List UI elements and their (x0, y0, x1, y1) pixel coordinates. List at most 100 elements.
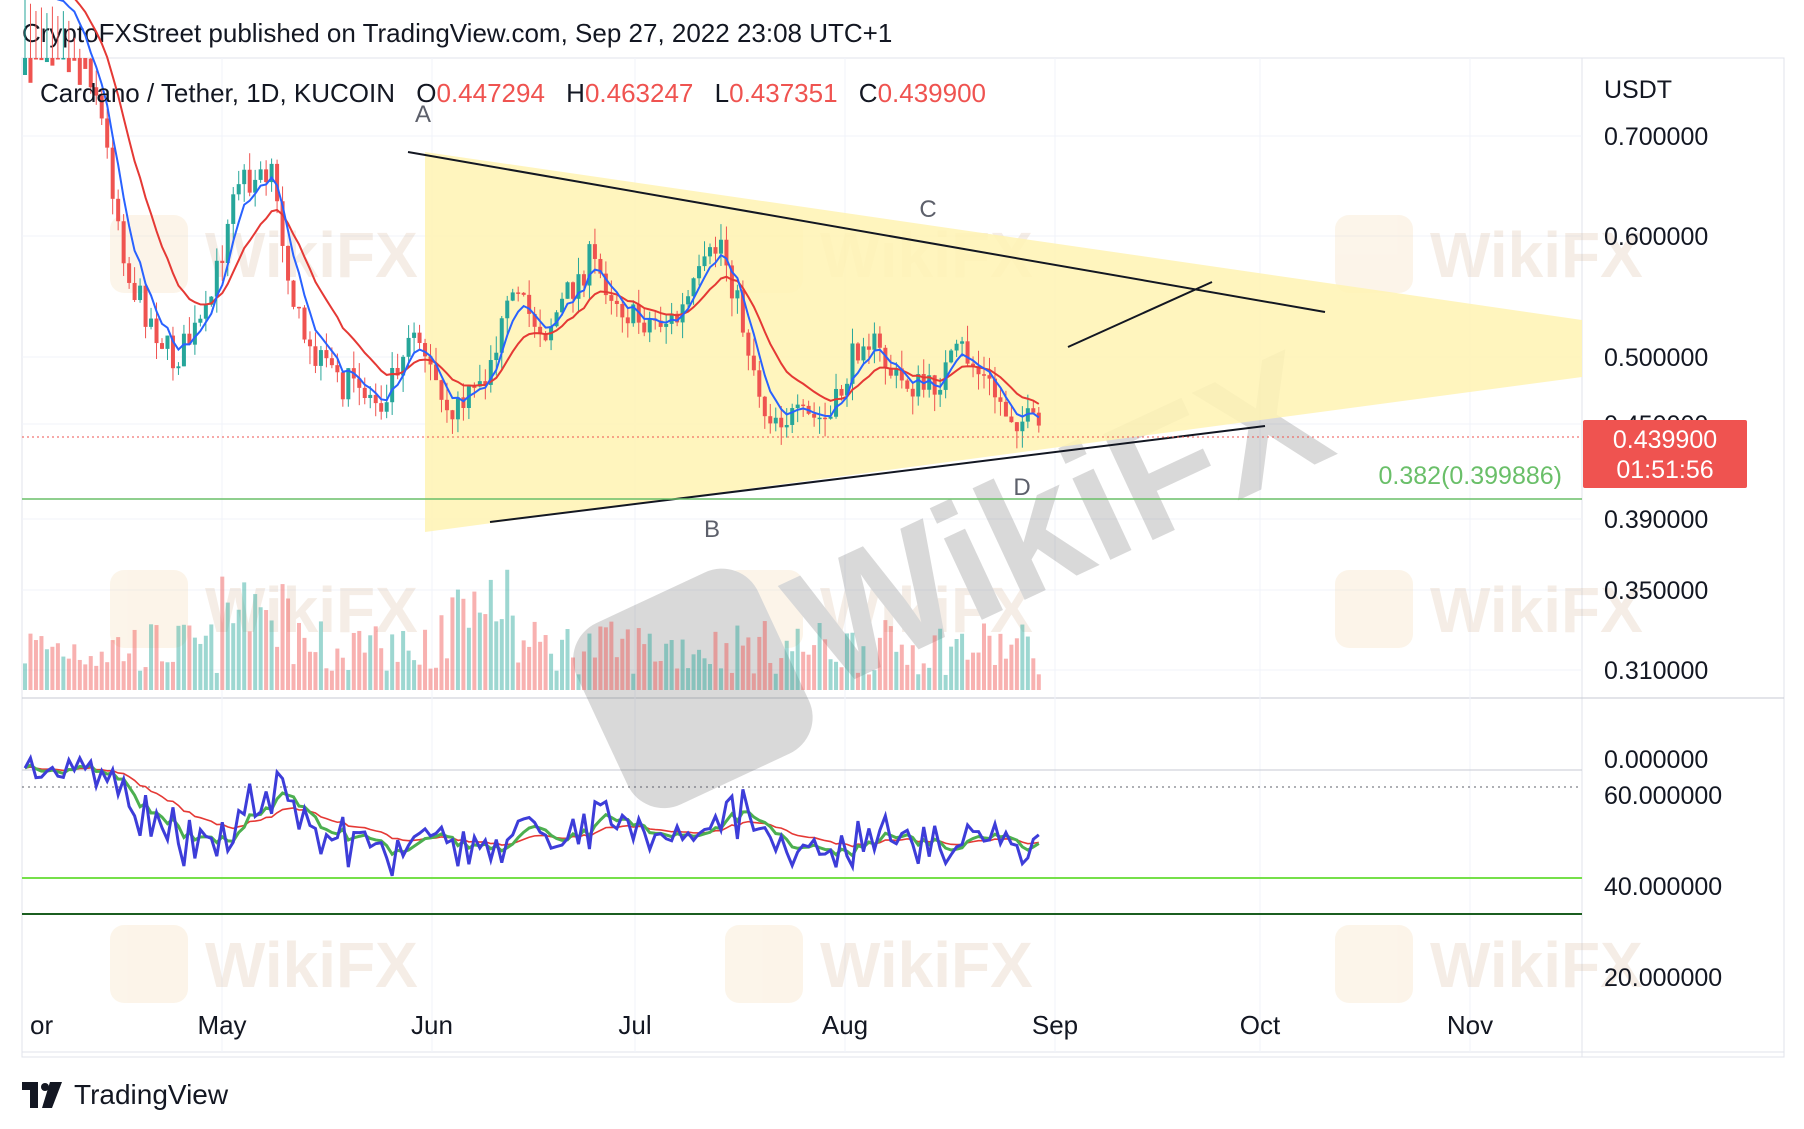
volume-bar (801, 651, 806, 690)
time-axis[interactable]: or May Jun Jul Aug Sep Oct Nov (30, 1010, 1493, 1040)
triangle-upper-trendline (407, 151, 1326, 313)
price-tick-label: 0.390000 (1604, 506, 1708, 534)
candle (762, 395, 767, 429)
volume-bar (286, 598, 291, 690)
candle (543, 331, 548, 342)
volume-bar (434, 667, 438, 690)
volume-bar (165, 662, 170, 690)
candle (620, 301, 625, 333)
volume-bar (138, 670, 143, 690)
footer-brand[interactable]: TradingView (22, 1078, 228, 1112)
volume-bar (620, 638, 625, 690)
volume-bar (187, 625, 192, 690)
volume-bar (806, 654, 811, 690)
volume-bar (1025, 636, 1030, 690)
volume-bar (702, 658, 707, 690)
candle (187, 317, 192, 346)
volume-bar (686, 668, 691, 690)
svg-text:WikiFX: WikiFX (1430, 574, 1643, 646)
price-axis[interactable]: 0.7000000.6000000.5000000.4500000.390000… (1604, 123, 1708, 685)
volume-bar (861, 646, 866, 690)
candle (521, 292, 526, 297)
candle (94, 70, 99, 105)
volume-bar (258, 607, 263, 690)
volume-bar (691, 654, 696, 690)
candle (1025, 394, 1030, 429)
candle (587, 241, 592, 300)
volume-bar (318, 621, 323, 690)
volume-bar (297, 622, 301, 690)
candle (324, 333, 329, 368)
price-tick-label: 0.350000 (1604, 577, 1708, 605)
volume-bar (609, 621, 614, 690)
volume-bar (192, 637, 197, 690)
time-tick-label: Aug (822, 1010, 868, 1040)
volume-bar (664, 643, 669, 690)
indicator-axis[interactable]: 0.000000 60.000000 40.000000 20.000000 (1604, 746, 1722, 992)
candle (1009, 406, 1014, 423)
volume-bar (66, 658, 71, 690)
volume-bar (83, 664, 88, 690)
candle (450, 409, 455, 434)
volume-bar (960, 633, 965, 690)
candle (302, 305, 307, 344)
volume-bar (779, 658, 784, 690)
price-chart[interactable]: WikiFX WikiFX WikiFX WikiFX WikiFX WikiFX Wiki… (0, 0, 1804, 1075)
candle (209, 296, 214, 307)
volume-bar (516, 662, 521, 690)
candle (631, 300, 636, 327)
candle (790, 403, 795, 434)
volume-bar (499, 619, 504, 690)
volume-bar (817, 623, 822, 690)
candle (340, 370, 345, 407)
volume-bar (461, 598, 466, 690)
volume-bar (625, 629, 630, 690)
candle (83, 58, 88, 69)
volume-bar (740, 645, 745, 690)
volume-bar (313, 652, 318, 690)
candle (861, 337, 866, 366)
volume-bar (450, 597, 455, 690)
volume-bar (976, 652, 981, 690)
candle (998, 389, 1003, 416)
volume-bar (428, 668, 433, 690)
candle (554, 310, 559, 328)
volume-bar (658, 660, 663, 690)
candle (982, 356, 986, 389)
candle (72, 37, 77, 61)
volume-bar (971, 652, 976, 690)
volume-bar (565, 629, 570, 690)
publish-info: CryptoFXStreet published on TradingView.… (22, 18, 893, 48)
volume-bar (395, 661, 400, 690)
volume-bar (927, 667, 932, 690)
volume-bar (33, 640, 38, 690)
candle (1020, 406, 1025, 448)
volume-bar (549, 653, 554, 690)
volume-bar (110, 640, 115, 690)
volume-bar (55, 643, 60, 690)
volume-bar (697, 649, 702, 690)
candle (50, 6, 55, 66)
volume-bar (406, 650, 411, 690)
candle (313, 332, 318, 374)
candle (384, 384, 389, 419)
volume-bar (423, 629, 428, 690)
volume-bar (401, 630, 406, 690)
watermark-tile: WikiFX (1335, 215, 1643, 293)
candle (855, 342, 860, 364)
rsi-line (23, 754, 1040, 877)
candle (138, 278, 143, 303)
candle (746, 329, 751, 371)
candle (823, 402, 828, 437)
time-tick-label: Oct (1240, 1010, 1281, 1040)
volume-bar (839, 667, 844, 690)
volume-bar (439, 615, 444, 690)
footer-brand-text: TradingView (74, 1079, 229, 1110)
candle (987, 357, 992, 396)
volume-bar (592, 657, 597, 690)
volume-bar (94, 665, 99, 690)
candle (1003, 390, 1008, 417)
candle (592, 228, 597, 274)
volume-bar (99, 651, 104, 690)
last-price-value: 0.439900 (1613, 426, 1717, 454)
